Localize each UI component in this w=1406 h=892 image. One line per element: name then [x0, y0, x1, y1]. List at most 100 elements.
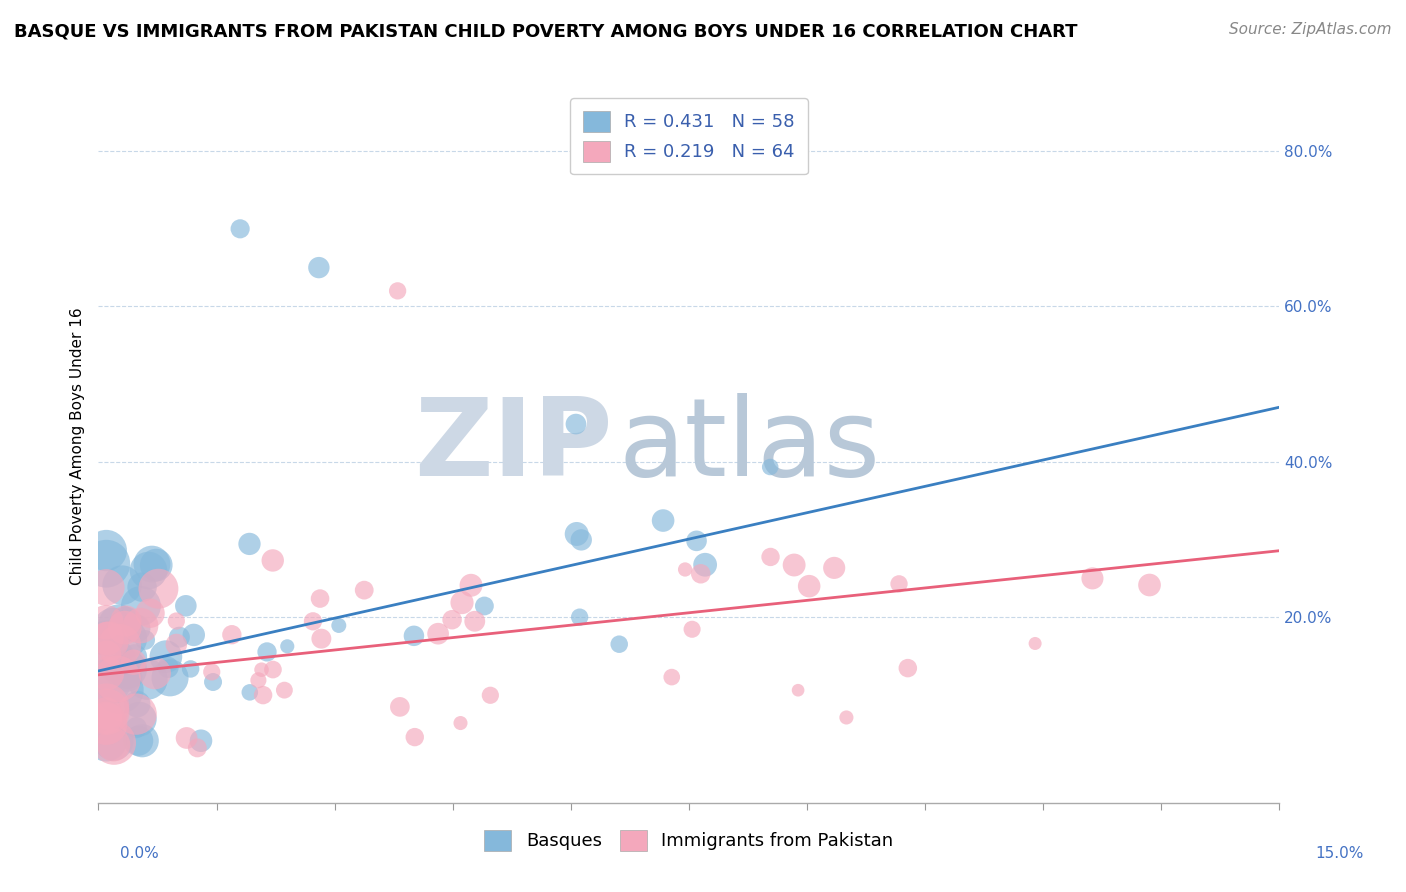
- Point: [186, 740, 208, 755]
- Point: [96, 543, 118, 558]
- Point: [159, 671, 181, 685]
- Point: [479, 688, 502, 702]
- Point: [129, 618, 152, 632]
- Point: [165, 637, 187, 651]
- Point: [238, 537, 260, 551]
- Point: [103, 738, 125, 752]
- Point: [353, 583, 375, 598]
- Point: [190, 733, 212, 747]
- Point: [141, 557, 163, 571]
- Point: [695, 558, 717, 572]
- Point: [221, 628, 243, 642]
- Point: [183, 628, 205, 642]
- Point: [256, 645, 278, 659]
- Text: Source: ZipAtlas.com: Source: ZipAtlas.com: [1229, 22, 1392, 37]
- Point: [202, 675, 225, 690]
- Text: atlas: atlas: [619, 393, 880, 499]
- Point: [262, 663, 284, 677]
- Point: [143, 666, 166, 681]
- Point: [138, 564, 160, 578]
- Point: [450, 716, 472, 731]
- Point: [96, 666, 118, 681]
- Point: [685, 533, 707, 548]
- Point: [387, 284, 409, 298]
- Point: [131, 580, 153, 594]
- Point: [101, 620, 124, 634]
- Point: [108, 639, 131, 653]
- Point: [689, 566, 711, 581]
- Point: [117, 664, 139, 678]
- Point: [568, 610, 591, 624]
- Point: [799, 579, 821, 593]
- Point: [252, 688, 274, 702]
- Point: [681, 622, 703, 636]
- Point: [247, 673, 270, 688]
- Point: [427, 626, 450, 640]
- Point: [273, 683, 295, 698]
- Point: [388, 699, 411, 714]
- Point: [103, 736, 125, 750]
- Point: [96, 648, 118, 662]
- Point: [787, 683, 810, 698]
- Point: [673, 562, 696, 576]
- Point: [125, 721, 148, 735]
- Point: [311, 632, 333, 646]
- Point: [460, 578, 482, 592]
- Point: [115, 614, 138, 628]
- Point: [783, 558, 806, 572]
- Point: [122, 655, 145, 669]
- Point: [157, 660, 180, 674]
- Point: [108, 682, 131, 697]
- Point: [441, 613, 464, 627]
- Point: [565, 417, 588, 431]
- Point: [887, 577, 910, 591]
- Point: [155, 649, 177, 664]
- Point: [96, 557, 118, 571]
- Point: [96, 705, 118, 719]
- Point: [402, 629, 425, 643]
- Point: [134, 632, 156, 647]
- Point: [145, 558, 167, 573]
- Point: [302, 615, 325, 629]
- Point: [96, 632, 118, 646]
- Point: [129, 599, 152, 613]
- Point: [309, 591, 332, 606]
- Point: [464, 614, 486, 628]
- Point: [115, 670, 138, 684]
- Point: [148, 582, 170, 596]
- Point: [276, 640, 298, 654]
- Point: [229, 222, 252, 236]
- Point: [759, 460, 782, 475]
- Point: [103, 733, 125, 747]
- Point: [107, 618, 129, 632]
- Point: [115, 615, 138, 630]
- Point: [176, 731, 198, 745]
- Point: [96, 733, 118, 747]
- Point: [823, 561, 845, 575]
- Point: [139, 606, 162, 620]
- Point: [404, 730, 426, 744]
- Point: [107, 665, 129, 680]
- Text: 0.0%: 0.0%: [120, 846, 159, 861]
- Point: [262, 553, 284, 567]
- Point: [569, 533, 592, 547]
- Text: 15.0%: 15.0%: [1316, 846, 1364, 861]
- Point: [107, 672, 129, 686]
- Point: [308, 260, 330, 275]
- Point: [124, 649, 146, 664]
- Point: [169, 630, 191, 644]
- Point: [104, 653, 127, 667]
- Point: [565, 527, 588, 541]
- Point: [127, 733, 149, 747]
- Point: [136, 673, 159, 687]
- Point: [96, 705, 118, 719]
- Y-axis label: Child Poverty Among Boys Under 16: Child Poverty Among Boys Under 16: [69, 307, 84, 585]
- Point: [328, 618, 350, 632]
- Point: [125, 621, 148, 635]
- Point: [1139, 578, 1161, 592]
- Point: [97, 634, 120, 648]
- Point: [474, 599, 496, 613]
- Point: [117, 632, 139, 646]
- Point: [661, 670, 683, 684]
- Point: [835, 710, 858, 724]
